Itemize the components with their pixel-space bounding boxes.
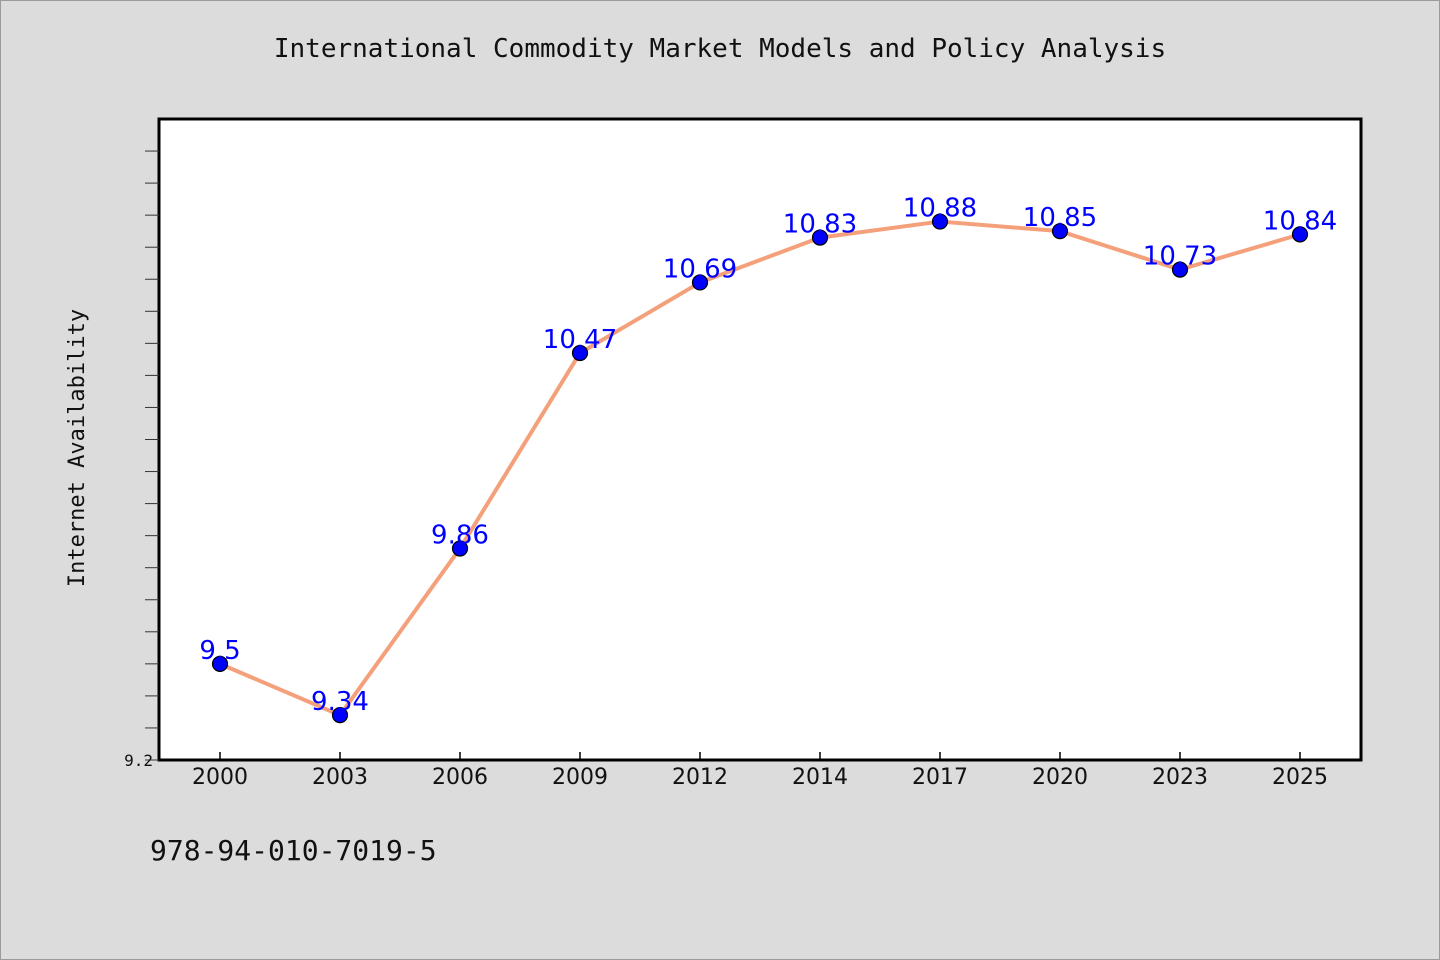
- data-point: [331, 707, 349, 724]
- data-point: [451, 540, 469, 557]
- data-label: 10.73: [1143, 242, 1217, 272]
- data-label: 9.5: [199, 636, 240, 666]
- x-tick-label: 2025: [1272, 765, 1328, 790]
- data-point: [211, 655, 229, 672]
- chart-title: International Commodity Market Models an…: [273, 34, 1167, 64]
- series-group: [211, 213, 1309, 724]
- data-labels-group: 9.5 9.34 9.86 10.47 10.69 10.83 10.88 10.85 10.7…: [199, 194, 1337, 718]
- x-tick-label: 2006: [432, 765, 488, 790]
- data-label: 10.85: [1023, 203, 1097, 233]
- x-axis-ticks: 2000 2003 2006 2009 2012 2014 2017 2020 2023 2025: [192, 752, 1328, 790]
- data-label: 10.47: [543, 325, 617, 355]
- data-label: 10.84: [1263, 206, 1337, 236]
- data-point: [931, 213, 949, 230]
- x-tick-label: 2012: [672, 765, 728, 790]
- data-label: 9.34: [311, 687, 369, 717]
- x-tick-label: 2017: [912, 765, 968, 790]
- data-label: 9.86: [431, 520, 489, 550]
- data-point: [1171, 261, 1189, 278]
- x-tick-label: 2014: [792, 765, 848, 790]
- isbn-text: 978-94-010-7019-5: [150, 834, 437, 867]
- data-label: 10.69: [663, 254, 737, 284]
- x-tick-label: 2020: [1032, 765, 1088, 790]
- plot-area: [157, 117, 1363, 762]
- y-axis-ticks: 9.2: [124, 150, 159, 770]
- data-point: [1051, 223, 1069, 240]
- y-tick-label: 9.2: [124, 751, 153, 770]
- data-label: 10.88: [903, 194, 977, 224]
- data-label: 10.83: [783, 210, 857, 240]
- data-point: [691, 274, 709, 291]
- y-axis-label: Internet Availability: [65, 309, 90, 587]
- data-point: [811, 229, 829, 246]
- x-tick-label: 2003: [312, 765, 368, 790]
- series-line: [219, 219, 1301, 718]
- x-tick-label: 2000: [192, 765, 248, 790]
- x-tick-label: 2009: [552, 765, 608, 790]
- data-point: [571, 344, 589, 362]
- x-tick-label: 2023: [1152, 765, 1208, 790]
- data-point: [1291, 226, 1309, 243]
